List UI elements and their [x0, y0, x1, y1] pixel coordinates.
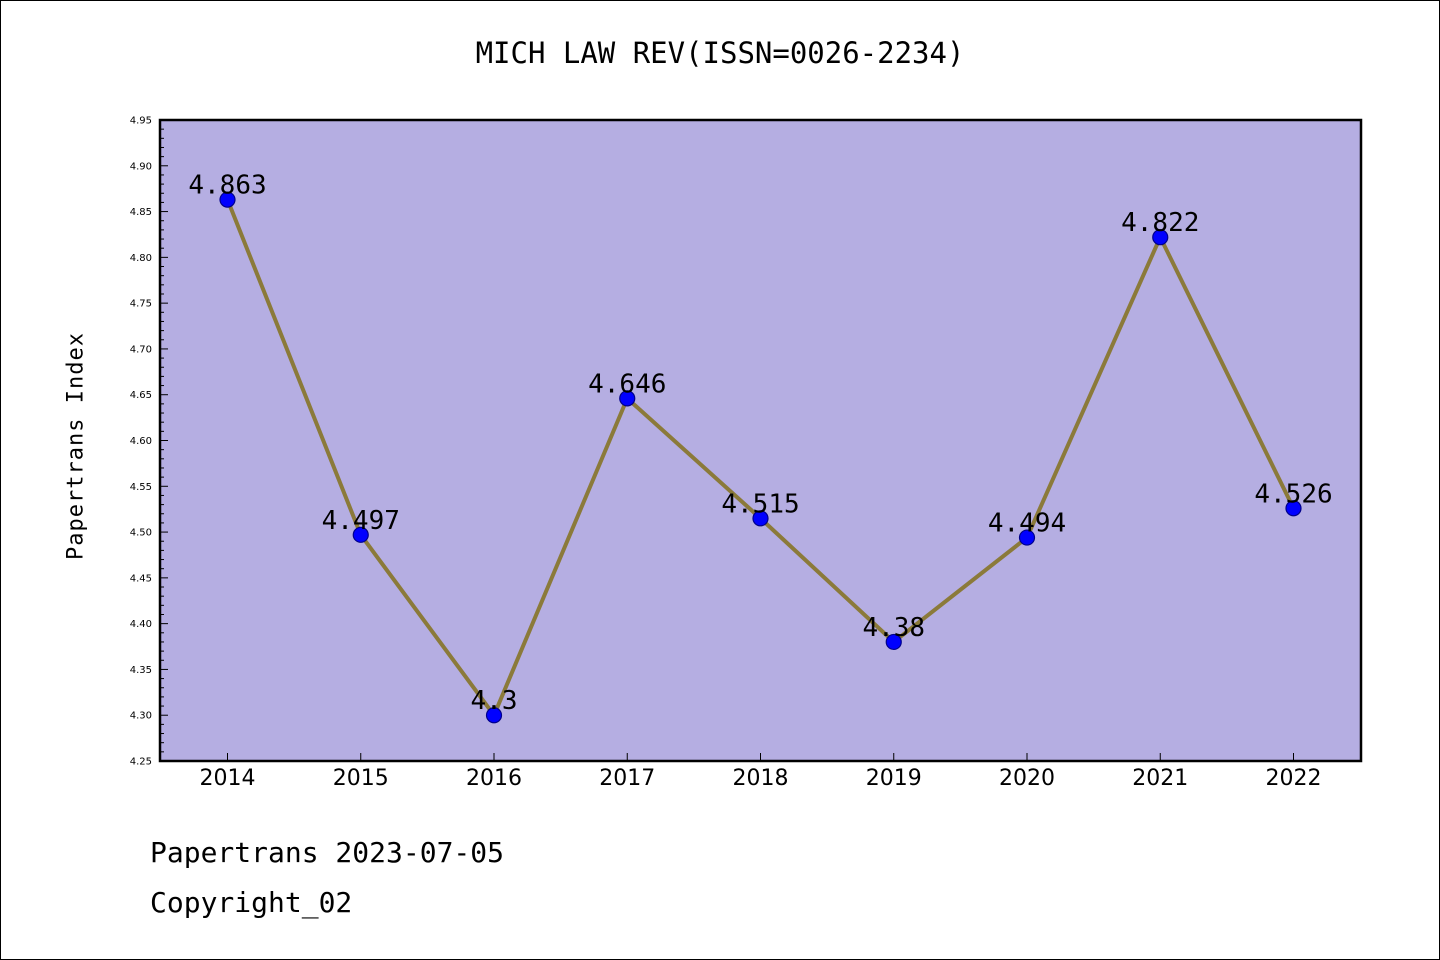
- data-label: 4.646: [588, 369, 666, 399]
- data-label: 4.494: [988, 509, 1066, 539]
- x-tick-label: 2017: [599, 766, 655, 791]
- data-point: [752, 510, 769, 527]
- y-tick-label: 4.45: [130, 573, 152, 584]
- data-point: [352, 526, 369, 543]
- plot-frame: [158, 118, 1363, 763]
- footer-copyright: Copyright_02: [150, 886, 353, 919]
- data-point: [619, 390, 636, 407]
- data-label: 4.863: [188, 171, 266, 201]
- x-tick-label: 2021: [1132, 766, 1188, 791]
- chart-title: MICH LAW REV(ISSN=0026-2234): [475, 36, 965, 70]
- data-label: 4.38: [862, 613, 925, 643]
- data-point: [1152, 229, 1169, 246]
- data-point: [219, 191, 236, 208]
- x-tick-label: 2018: [733, 766, 789, 791]
- data-label: 4.822: [1121, 208, 1199, 238]
- x-tick-label: 2014: [200, 766, 256, 791]
- y-tick-label: 4.75: [130, 299, 152, 310]
- data-point: [1285, 500, 1302, 517]
- x-tick-label: 2022: [1266, 766, 1322, 791]
- x-tick-label: 2020: [999, 766, 1055, 791]
- y-tick-label: 4.60: [130, 436, 152, 447]
- footer-date-line: Papertrans 2023-07-05: [150, 836, 505, 869]
- y-tick-label: 4.90: [130, 161, 152, 172]
- y-tick-label: 4.30: [130, 711, 152, 722]
- data-point: [1018, 529, 1036, 546]
- y-tick-label: 4.35: [130, 665, 152, 676]
- data-point: [885, 633, 902, 651]
- y-tick-label: 4.80: [130, 253, 152, 264]
- y-tick-label: 4.65: [130, 390, 152, 401]
- x-tick-label: 2015: [333, 766, 389, 791]
- y-tick-label: 4.25: [130, 757, 152, 768]
- y-tick-label: 4.70: [130, 344, 152, 355]
- data-label: 4.526: [1254, 479, 1332, 509]
- y-tick-label: 4.95: [130, 116, 152, 127]
- data-label: 4.515: [721, 489, 799, 519]
- data-point: [485, 707, 503, 724]
- y-tick-label: 4.55: [130, 482, 152, 493]
- x-tick-label: 2019: [866, 766, 922, 791]
- y-tick-label: 4.50: [130, 528, 152, 539]
- data-label: 4.3: [471, 686, 518, 716]
- data-label: 4.497: [322, 506, 400, 536]
- y-tick-label: 4.40: [130, 619, 152, 630]
- x-tick-label: 2016: [466, 766, 522, 791]
- plot-background: [160, 120, 1361, 761]
- y-tick-label: 4.85: [130, 207, 152, 218]
